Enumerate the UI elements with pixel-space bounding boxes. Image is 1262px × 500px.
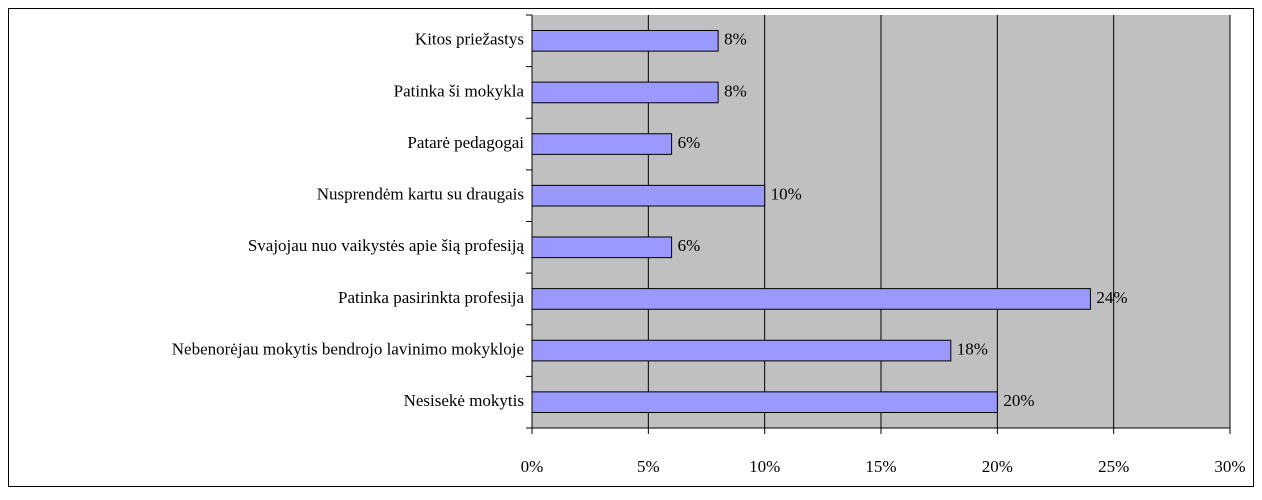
y-tick-label: Svajojau nuo vaikystės apie šią profesij… bbox=[248, 236, 525, 255]
x-tick-label: 0% bbox=[521, 457, 544, 476]
bar bbox=[531, 288, 1091, 310]
y-tick-label: Nesisekė mokytis bbox=[404, 391, 524, 410]
bar bbox=[531, 236, 673, 259]
x-tick-label: 10% bbox=[749, 457, 780, 476]
x-tick-label: 20% bbox=[982, 457, 1013, 476]
data-label: 24% bbox=[1096, 288, 1127, 307]
y-tick-label: Nusprendėm kartu su draugais bbox=[317, 185, 524, 204]
bar bbox=[531, 391, 998, 414]
bar bbox=[531, 339, 952, 362]
y-tick-label: Nebenorėjau mokytis bendrojo lavinimo mo… bbox=[172, 339, 524, 358]
data-label: 18% bbox=[957, 339, 988, 358]
x-tick-label: 5% bbox=[637, 457, 660, 476]
bar bbox=[531, 184, 766, 207]
data-label: 6% bbox=[678, 236, 701, 255]
data-label: 8% bbox=[724, 81, 747, 100]
y-tick-label: Patarė pedagogai bbox=[407, 133, 524, 152]
bar bbox=[531, 29, 719, 52]
y-tick-label: Patinka pasirinkta profesija bbox=[338, 288, 524, 307]
x-tick-label: 25% bbox=[1098, 457, 1129, 476]
data-label: 6% bbox=[678, 133, 701, 152]
bar bbox=[531, 133, 673, 155]
x-tick-label: 15% bbox=[865, 457, 896, 476]
x-tick-label: 30% bbox=[1214, 457, 1245, 476]
y-tick-label: Patinka ši mokykla bbox=[394, 81, 525, 100]
data-label: 8% bbox=[724, 30, 747, 49]
y-tick-label: Kitos priežastys bbox=[415, 30, 524, 49]
data-label: 10% bbox=[771, 185, 802, 204]
bar bbox=[531, 81, 719, 104]
data-label: 20% bbox=[1003, 391, 1034, 410]
